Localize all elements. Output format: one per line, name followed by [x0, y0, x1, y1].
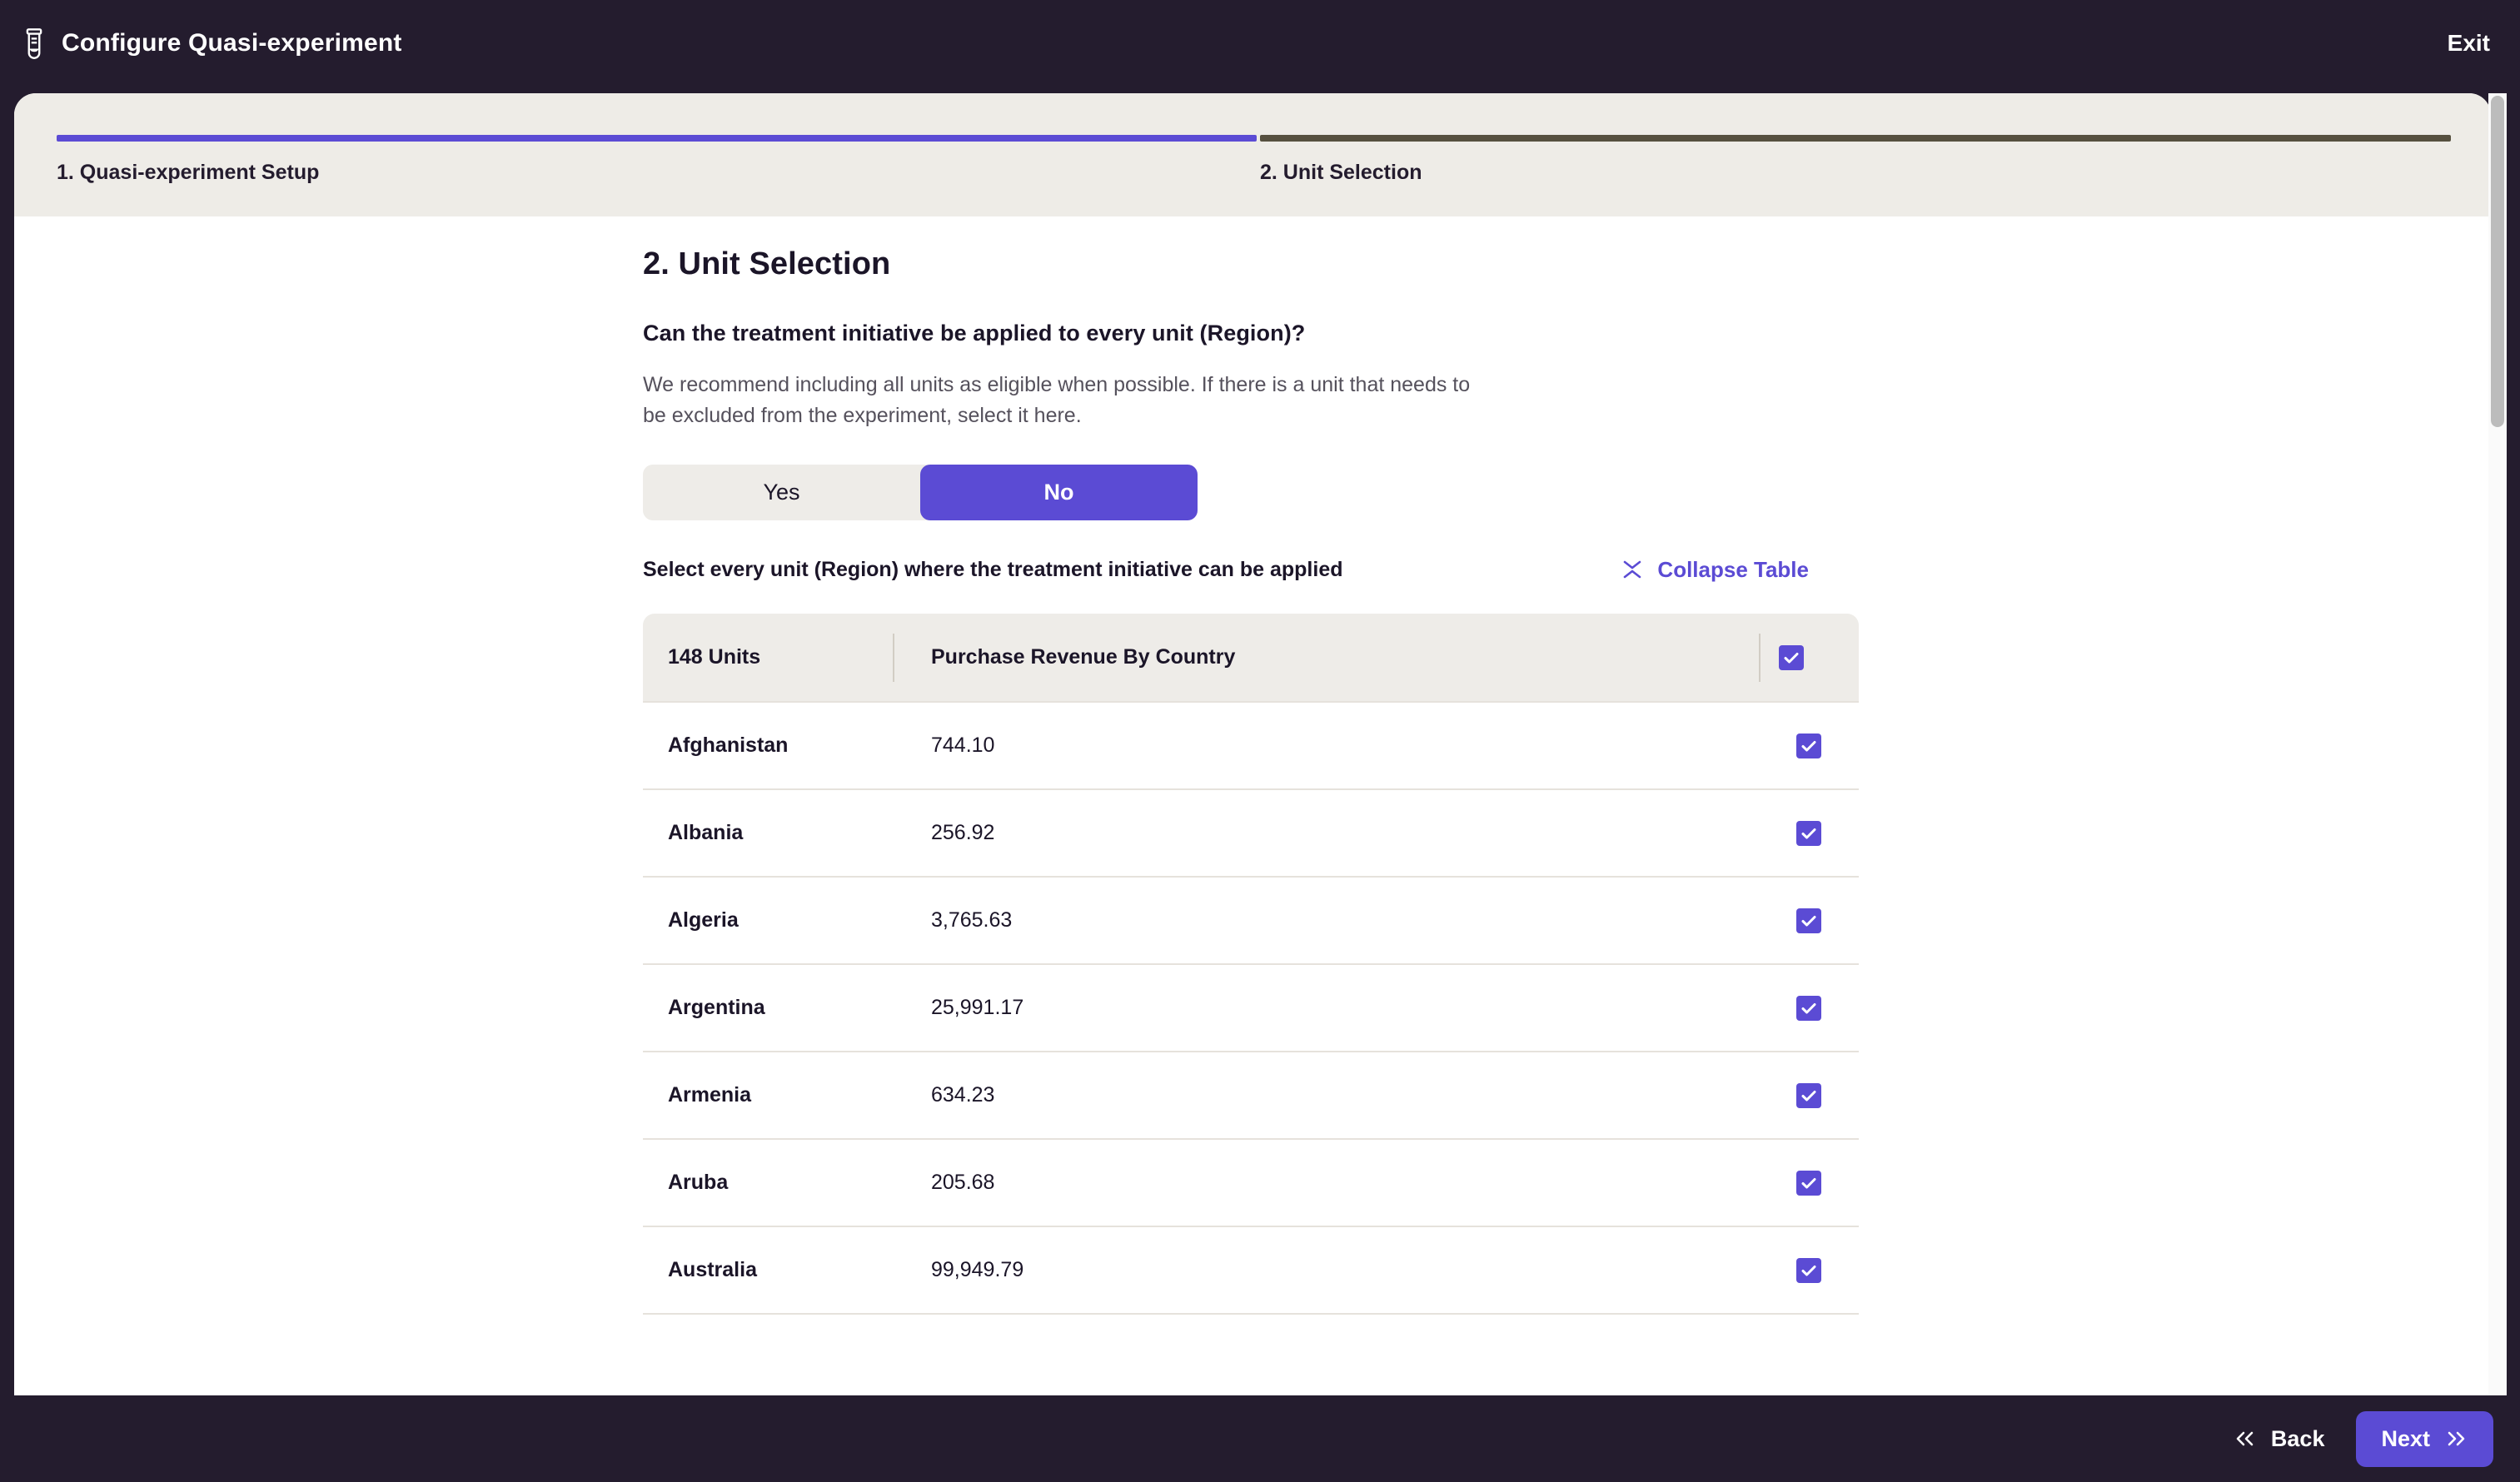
column-header-checkbox-cell — [1761, 644, 1859, 670]
app-title: Configure Quasi-experiment — [62, 29, 402, 57]
cell-checkbox — [1759, 733, 1859, 758]
collapse-table-button[interactable]: Collapse Table — [1621, 556, 1859, 583]
cell-unit-name: Australia — [668, 1258, 757, 1281]
cell-metric-value: 256.92 — [931, 821, 995, 844]
column-divider — [893, 633, 894, 682]
cell-checkbox — [1759, 995, 1859, 1021]
content-column: 2. Unit Selection Can the treatment init… — [643, 216, 1859, 1315]
brand: Configure Quasi-experiment — [22, 27, 402, 59]
cell-checkbox — [1759, 1257, 1859, 1283]
table-row[interactable]: Algeria 3,765.63 — [643, 878, 1859, 965]
table-row[interactable]: Australia 99,949.79 — [643, 1227, 1859, 1315]
back-button[interactable]: Back — [2216, 1415, 2342, 1464]
cell-unit-name: Argentina — [668, 996, 765, 1019]
toggle-option-no[interactable]: No — [920, 465, 1198, 520]
toggle-option-yes[interactable]: Yes — [763, 480, 800, 505]
step-1-label: 1. Quasi-experiment Setup — [57, 161, 320, 184]
exit-button[interactable]: Exit — [2447, 30, 2490, 56]
wizard-footer: Back Next — [0, 1395, 2520, 1482]
wizard-content: 2. Unit Selection Can the treatment init… — [14, 216, 2491, 1395]
table-row[interactable]: Albania 256.92 — [643, 790, 1859, 878]
column-header-units: 148 Units — [668, 645, 761, 669]
cell-unit-name: Algeria — [668, 908, 739, 932]
cell-checkbox — [1759, 820, 1859, 846]
cell-unit-name: Afghanistan — [668, 734, 789, 757]
cell-metric-value: 25,991.17 — [931, 996, 1024, 1019]
cell-unit-name: Aruba — [668, 1171, 729, 1194]
cell-metric-value: 634.23 — [931, 1083, 995, 1107]
select-units-label: Select every unit (Region) where the tre… — [643, 557, 1343, 581]
row-checkbox[interactable] — [1796, 820, 1821, 846]
row-checkbox[interactable] — [1796, 1170, 1821, 1196]
vertical-scrollbar[interactable] — [2488, 93, 2507, 1395]
collapse-chevrons-icon — [1621, 556, 1644, 583]
cell-metric-value: 99,949.79 — [931, 1258, 1024, 1281]
step-1-bar — [57, 135, 1257, 142]
column-header-metric: Purchase Revenue By Country — [931, 645, 1236, 669]
step-2-bar — [1260, 135, 2451, 142]
table-row[interactable]: Armenia 634.23 — [643, 1052, 1859, 1140]
table-toolbar: Select every unit (Region) where the tre… — [643, 556, 1859, 583]
cell-unit-name: Albania — [668, 821, 744, 844]
step-item-2[interactable]: 2. Unit Selection — [1260, 93, 2451, 216]
select-all-checkbox[interactable] — [1779, 644, 1804, 670]
eligibility-toggle[interactable]: Yes No — [643, 465, 1198, 520]
column-divider — [1759, 633, 1761, 682]
wizard-panel: 1. Quasi-experiment Setup 2. Unit Select… — [14, 93, 2491, 1395]
scrollbar-thumb[interactable] — [2491, 96, 2504, 427]
collapse-table-label: Collapse Table — [1657, 556, 1809, 582]
page-title: 2. Unit Selection — [643, 246, 891, 281]
next-button-label: Next — [2381, 1425, 2430, 1451]
cell-unit-name: Armenia — [668, 1083, 752, 1107]
step-item-1[interactable]: 1. Quasi-experiment Setup — [57, 93, 1257, 216]
next-button[interactable]: Next — [2356, 1410, 2493, 1467]
cell-metric-value: 3,765.63 — [931, 908, 1013, 932]
helper-text: We recommend including all units as elig… — [643, 373, 1471, 427]
row-checkbox[interactable] — [1796, 733, 1821, 758]
double-chevron-left-icon — [2233, 1429, 2258, 1449]
cell-checkbox — [1759, 908, 1859, 933]
step-2-label: 2. Unit Selection — [1260, 161, 1422, 184]
cell-metric-value: 744.10 — [931, 734, 995, 757]
step-progress: 1. Quasi-experiment Setup 2. Unit Select… — [14, 93, 2491, 216]
table-row[interactable]: Afghanistan 744.10 — [643, 703, 1859, 790]
units-table: 148 Units Purchase Revenue By Country Af… — [643, 614, 1859, 1315]
cell-checkbox — [1759, 1170, 1859, 1196]
row-checkbox[interactable] — [1796, 1082, 1821, 1108]
cell-metric-value: 205.68 — [931, 1171, 995, 1194]
back-button-label: Back — [2270, 1425, 2325, 1451]
row-checkbox[interactable] — [1796, 908, 1821, 933]
flask-icon — [22, 27, 47, 59]
table-row[interactable]: Aruba 205.68 — [643, 1140, 1859, 1227]
cell-checkbox — [1759, 1082, 1859, 1108]
table-row[interactable]: Argentina 25,991.17 — [643, 965, 1859, 1052]
table-header-row: 148 Units Purchase Revenue By Country — [643, 614, 1859, 703]
question-label: Can the treatment initiative be applied … — [643, 321, 1306, 346]
double-chevron-right-icon — [2443, 1429, 2468, 1449]
row-checkbox[interactable] — [1796, 1257, 1821, 1283]
app-header: Configure Quasi-experiment Exit — [0, 0, 2520, 87]
row-checkbox[interactable] — [1796, 995, 1821, 1021]
